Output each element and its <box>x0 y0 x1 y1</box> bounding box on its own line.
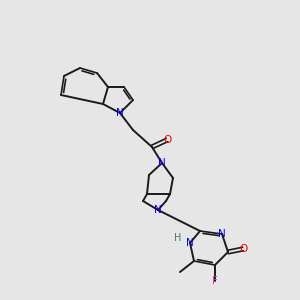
Text: N: N <box>218 229 226 239</box>
Text: O: O <box>239 244 247 254</box>
Text: N: N <box>186 238 194 248</box>
Text: N: N <box>154 205 162 215</box>
Text: F: F <box>212 276 218 286</box>
Text: N: N <box>158 158 166 168</box>
Text: N: N <box>116 108 124 118</box>
Text: O: O <box>163 135 171 145</box>
Text: H: H <box>174 233 182 243</box>
